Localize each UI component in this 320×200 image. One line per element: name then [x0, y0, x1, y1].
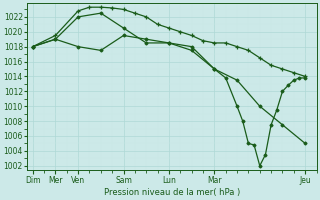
X-axis label: Pression niveau de la mer( hPa ): Pression niveau de la mer( hPa ) — [104, 188, 240, 197]
